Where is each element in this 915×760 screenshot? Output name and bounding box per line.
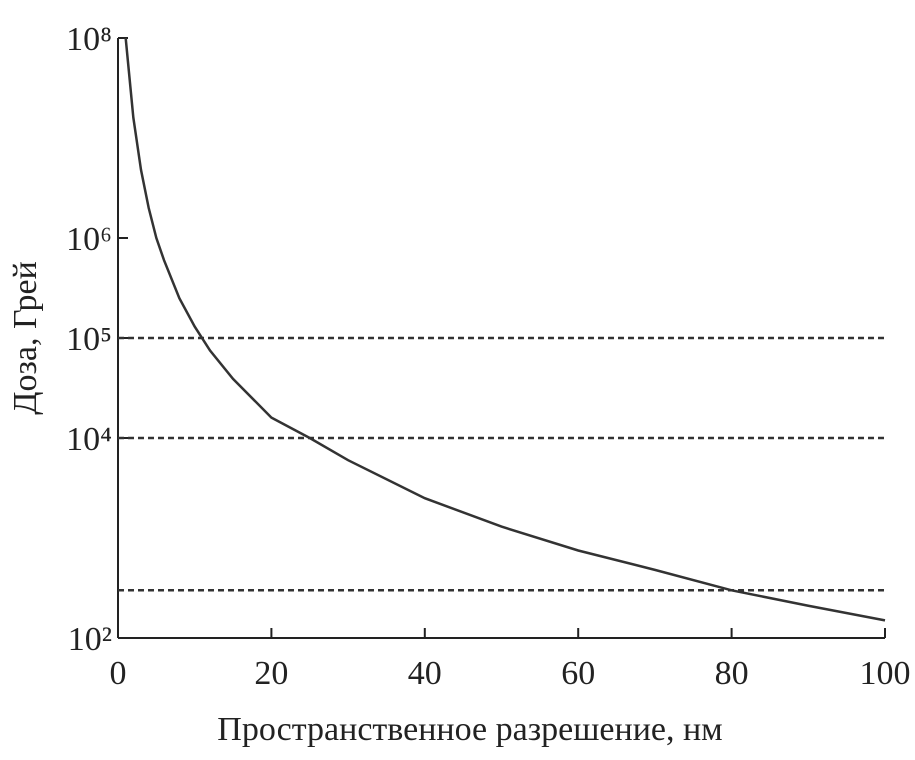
- y-tick-label: 10⁸: [66, 21, 112, 58]
- x-tick-label: 20: [254, 655, 288, 692]
- x-tick-label: 60: [561, 655, 595, 692]
- x-tick-label: 80: [715, 655, 749, 692]
- y-axis-label: Доза, Грей: [7, 261, 44, 415]
- x-tick-label: 0: [110, 655, 127, 692]
- curve: [124, 37, 886, 622]
- x-tick-label: 40: [408, 655, 442, 692]
- y-tick-label: 10⁵: [66, 321, 112, 358]
- y-tick-label: 10⁶: [66, 221, 112, 258]
- x-tick-label: 100: [860, 655, 911, 692]
- y-tick-label: 10²: [68, 621, 112, 658]
- x-axis-label: Пространственное разрешение, нм: [217, 711, 722, 748]
- y-tick-label: 10⁴: [66, 421, 112, 458]
